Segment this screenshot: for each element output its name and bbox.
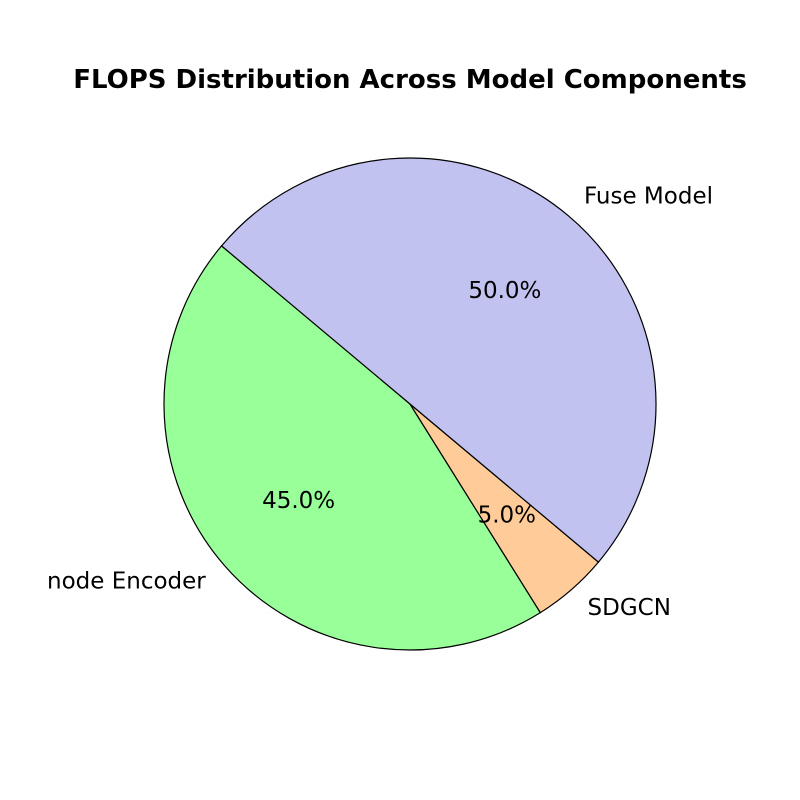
chart-title: FLOPS Distribution Across Model Componen… xyxy=(73,65,747,95)
pie-slice-fuse-model xyxy=(220,157,657,563)
pie-labels: 45.0% node Encoder 5.0% SDGCN 50.0% Fuse Mode… xyxy=(47,184,713,622)
pie-pct-label-node-encoder: 45.0% xyxy=(262,488,335,514)
pie-slice-node-encoder xyxy=(163,245,542,651)
pie-category-label-node-encoder: node Encoder xyxy=(47,569,206,595)
pie-pct-label-fuse-model: 50.0% xyxy=(468,278,541,304)
pie-slices xyxy=(163,157,657,651)
pie-category-label-fuse-model: Fuse Model xyxy=(584,184,713,210)
pie-pct-label-sdgcn: 5.0% xyxy=(478,502,536,528)
pie-category-label-sdgcn: SDGCN xyxy=(588,595,671,621)
